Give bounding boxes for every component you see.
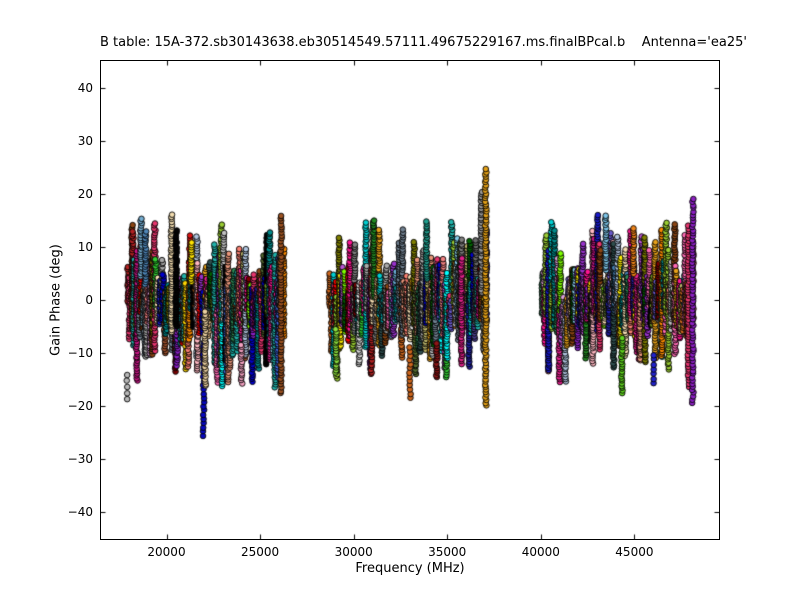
y-tick-label: −30 (67, 452, 93, 467)
y-tick-label: 0 (85, 293, 93, 307)
x-tick-label: 35000 (428, 545, 467, 559)
y-tick-label: 30 (77, 133, 93, 148)
x-axis-label: Frequency (MHz) (355, 561, 465, 576)
scatter-canvas (101, 61, 719, 539)
x-tick-label: 40000 (521, 545, 560, 559)
x-tick-label: 20000 (147, 545, 186, 559)
y-tick-label: −20 (67, 399, 93, 414)
plot-title: B table: 15A-372.sb30143638.eb30514549.5… (100, 35, 747, 50)
plot-area (100, 60, 720, 540)
y-tick-label: −10 (67, 346, 93, 361)
y-tick-label: 20 (77, 186, 93, 201)
y-tick-label: 40 (77, 80, 93, 95)
x-tick-label: 25000 (240, 545, 280, 559)
x-tick-label: 45000 (615, 545, 654, 559)
x-tick-label: 30000 (334, 545, 373, 559)
y-tick-label: −40 (67, 505, 93, 520)
y-tick-label: 10 (77, 239, 93, 254)
